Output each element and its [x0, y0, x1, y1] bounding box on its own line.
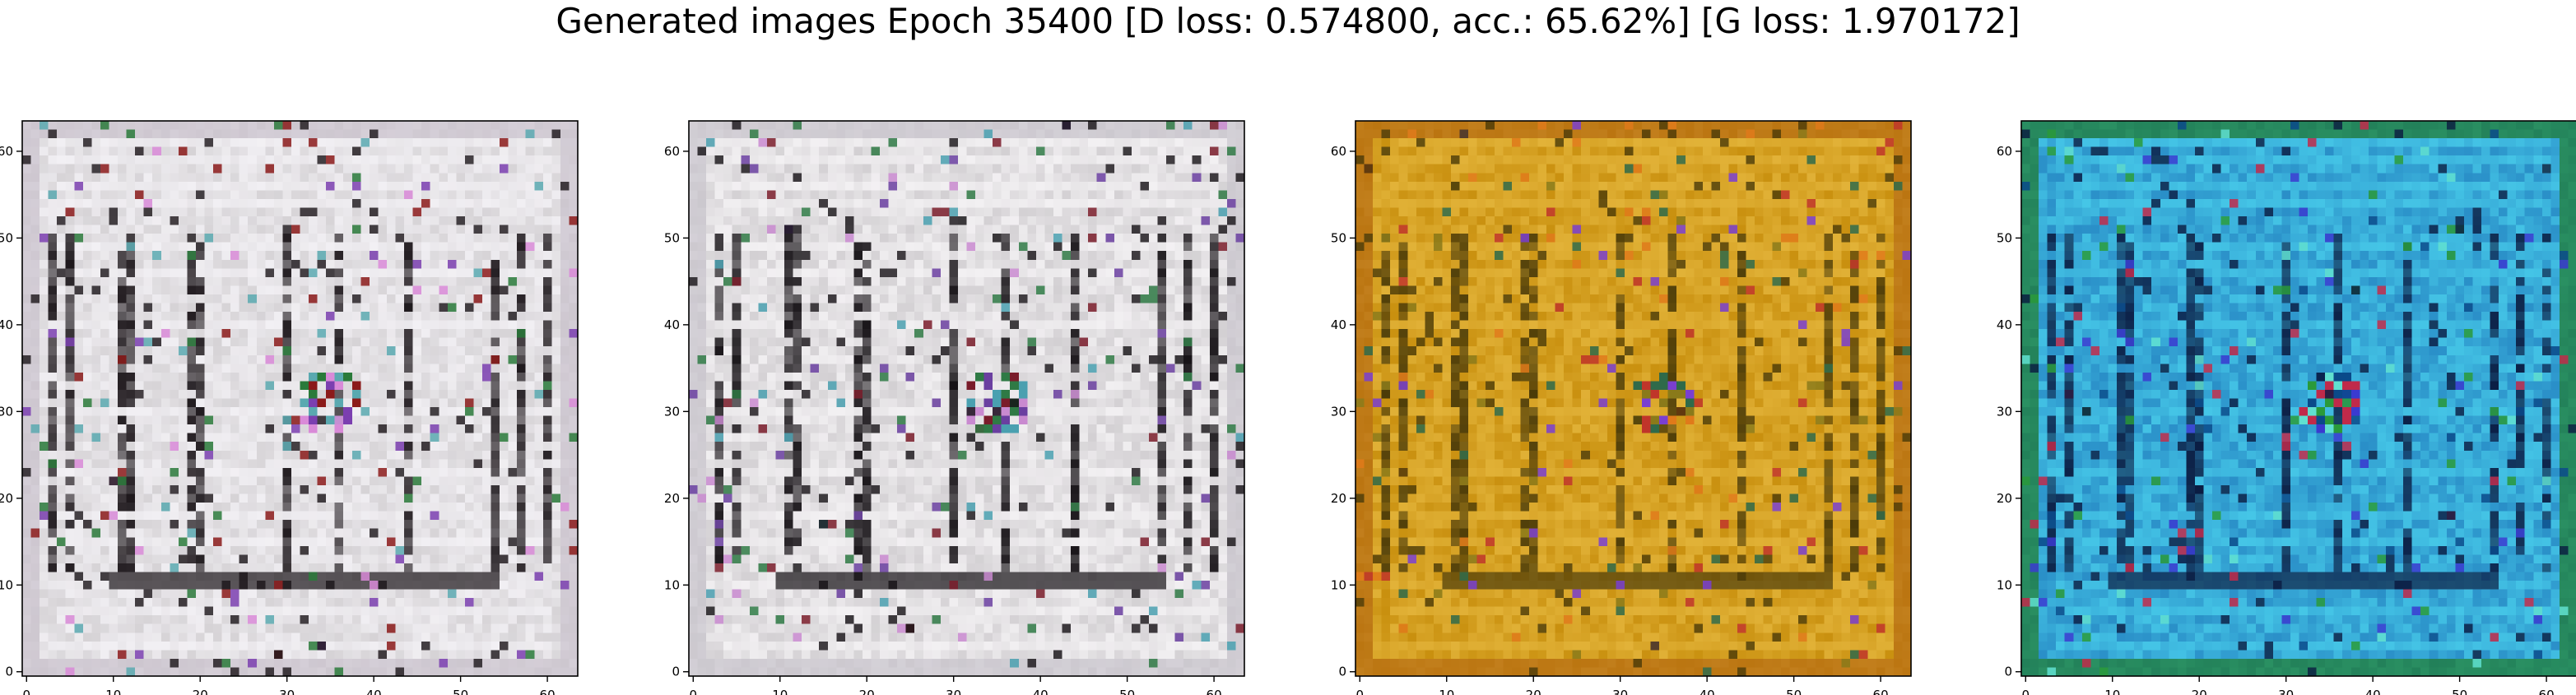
y-tick-label: 10 [0, 577, 13, 592]
y-tick-label: 60 [664, 144, 680, 159]
subplot-3: 0 10 20 30 40 50 60 0 10 20 30 40 50 60 [1331, 121, 1911, 695]
x-tick-label: 40 [366, 688, 382, 695]
x-tick-label: 50 [1119, 688, 1135, 695]
y-tick-label: 0 [2004, 665, 2012, 679]
x-tick-label: 20 [1526, 688, 1541, 695]
x-tick-label: 30 [2278, 688, 2294, 695]
x-tick-label: 0 [2022, 688, 2030, 695]
x-tick-label: 50 [2452, 688, 2467, 695]
x-tick-label: 20 [193, 688, 208, 695]
y-tick-label: 60 [0, 144, 13, 159]
y-tick-label: 10 [664, 577, 680, 592]
y-tick-label: 10 [1997, 577, 2012, 592]
x-tick-label: 10 [772, 688, 788, 695]
x-tick-label: 20 [2192, 688, 2207, 695]
y-tick-label: 30 [1331, 404, 1346, 419]
y-tick-label: 50 [0, 230, 13, 245]
x-tick-label: 50 [1786, 688, 1802, 695]
y-tick-label: 20 [664, 491, 680, 506]
x-tick-label: 10 [2104, 688, 2120, 695]
x-tick-label: 40 [2365, 688, 2381, 695]
y-tick-label: 50 [1331, 230, 1346, 245]
x-tick-label: 50 [453, 688, 468, 695]
generated-image-2 [689, 121, 1244, 676]
y-tick-label: 20 [1997, 491, 2012, 506]
y-tick-label: 20 [1331, 491, 1346, 506]
generated-image-1 [22, 121, 578, 676]
y-tick-label: 40 [0, 317, 13, 332]
y-tick-label: 30 [664, 404, 680, 419]
x-tick-label: 0 [23, 688, 31, 695]
y-tick-label: 50 [1997, 230, 2012, 245]
y-tick-label: 40 [664, 317, 680, 332]
y-tick-label: 0 [1338, 665, 1346, 679]
generated-image-4 [2021, 121, 2576, 676]
x-tick-label: 40 [1033, 688, 1049, 695]
x-tick-label: 10 [105, 688, 121, 695]
x-tick-label: 60 [540, 688, 556, 695]
y-tick-label: 50 [664, 230, 680, 245]
y-tick-label: 20 [0, 491, 13, 506]
x-tick-label: 60 [1873, 688, 1889, 695]
subplot-4: 0 10 20 30 40 50 60 0 10 20 30 40 50 60 [1997, 121, 2576, 695]
x-tick-label: 10 [1439, 688, 1454, 695]
x-tick-label: 30 [1612, 688, 1628, 695]
x-tick-label: 20 [859, 688, 875, 695]
y-tick-label: 30 [1997, 404, 2012, 419]
x-tick-label: 60 [1207, 688, 1222, 695]
y-tick-label: 40 [1331, 317, 1346, 332]
y-tick-label: 60 [1997, 144, 2012, 159]
subplot-1: 0 10 20 30 40 50 60 0 10 20 30 40 50 60 [0, 121, 578, 695]
x-tick-label: 40 [1700, 688, 1715, 695]
y-tick-label: 10 [1331, 577, 1346, 592]
x-tick-label: 60 [2539, 688, 2555, 695]
x-tick-label: 30 [279, 688, 295, 695]
y-tick-label: 60 [1331, 144, 1346, 159]
y-tick-label: 0 [672, 665, 680, 679]
y-tick-label: 0 [5, 665, 13, 679]
x-tick-label: 30 [946, 688, 961, 695]
subplot-2: 0 10 20 30 40 50 60 0 10 20 30 40 50 60 [664, 121, 1244, 695]
generated-image-3 [1355, 121, 1911, 676]
x-tick-label: 0 [690, 688, 698, 695]
y-tick-label: 30 [0, 404, 13, 419]
y-tick-label: 40 [1997, 317, 2012, 332]
x-tick-label: 0 [1356, 688, 1365, 695]
